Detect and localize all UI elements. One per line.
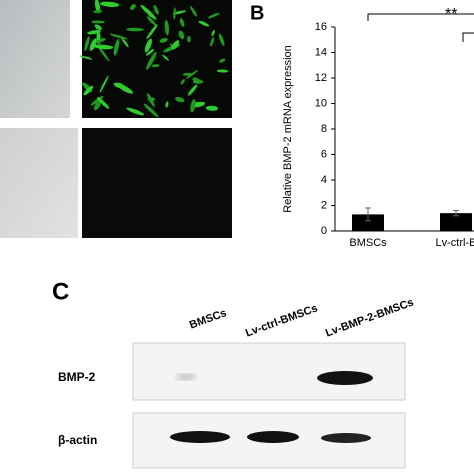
cell bbox=[143, 103, 159, 118]
fluorescence-image bbox=[82, 128, 232, 238]
significance: ** bbox=[445, 6, 457, 23]
significance-bracket bbox=[367, 13, 474, 21]
cell bbox=[93, 101, 101, 111]
row-label: β-actin bbox=[58, 433, 97, 447]
cell bbox=[146, 16, 157, 27]
cell bbox=[147, 97, 156, 102]
band bbox=[170, 431, 230, 443]
y-tick-label: 0 bbox=[321, 225, 327, 237]
error-bar bbox=[453, 210, 459, 217]
cell bbox=[83, 85, 94, 96]
cell bbox=[175, 97, 185, 103]
cell bbox=[187, 35, 191, 43]
y-tick-label: 8 bbox=[321, 123, 327, 135]
cell bbox=[164, 20, 170, 36]
band bbox=[317, 371, 373, 385]
cell bbox=[91, 20, 105, 24]
cell bbox=[190, 6, 198, 17]
cell bbox=[219, 58, 226, 63]
cell bbox=[182, 72, 193, 76]
cell bbox=[96, 39, 102, 46]
lane-label: BMSCs bbox=[188, 307, 228, 331]
y-tick-label: 16 bbox=[315, 21, 327, 33]
cell bbox=[100, 1, 120, 8]
cell bbox=[89, 38, 97, 51]
cell bbox=[187, 84, 198, 96]
cell bbox=[192, 77, 202, 83]
cell bbox=[151, 64, 160, 68]
band bbox=[321, 433, 371, 443]
cell bbox=[99, 75, 109, 93]
cell bbox=[216, 69, 229, 73]
cell bbox=[96, 96, 110, 109]
y-tick-label: 4 bbox=[321, 174, 327, 186]
cell bbox=[210, 37, 215, 47]
lane-label: Lv-BMP-2-BMSCs bbox=[324, 296, 415, 339]
bar bbox=[352, 214, 384, 231]
cell bbox=[211, 30, 215, 37]
cell bbox=[94, 0, 101, 14]
cell bbox=[208, 12, 220, 19]
cell bbox=[126, 107, 145, 116]
cell bbox=[179, 18, 185, 27]
blot-frame bbox=[132, 342, 406, 401]
cell bbox=[218, 33, 225, 46]
brightfield-image bbox=[0, 0, 70, 118]
brightfield-image bbox=[0, 128, 78, 238]
cell bbox=[146, 51, 157, 70]
y-axis-label: Relative BMP-2 mRNA expression bbox=[282, 45, 294, 213]
cell bbox=[159, 37, 168, 43]
cell bbox=[178, 30, 185, 40]
band bbox=[176, 374, 196, 380]
error-bar bbox=[365, 207, 371, 222]
cell bbox=[79, 55, 93, 60]
cell bbox=[146, 24, 158, 40]
band bbox=[247, 431, 299, 443]
cell bbox=[121, 38, 129, 48]
significance-bracket bbox=[462, 32, 474, 42]
cell bbox=[130, 4, 136, 10]
y-tick-label: 6 bbox=[321, 148, 327, 160]
cell bbox=[94, 44, 114, 50]
y-tick-label: 12 bbox=[315, 72, 327, 84]
bar bbox=[440, 213, 472, 231]
cell bbox=[144, 38, 152, 53]
cell bbox=[153, 4, 159, 15]
cell bbox=[113, 82, 125, 89]
y-tick-label: 14 bbox=[315, 46, 327, 58]
cell bbox=[145, 48, 155, 56]
lane-label: Lv-ctrl-BMSCs bbox=[244, 302, 319, 339]
row-label: BMP-2 bbox=[58, 370, 96, 384]
cell bbox=[93, 10, 103, 14]
cell bbox=[84, 36, 90, 51]
panel-label: B bbox=[250, 2, 264, 24]
cell bbox=[113, 39, 120, 56]
cell bbox=[198, 20, 210, 27]
cell bbox=[171, 40, 180, 50]
y-tick-label: 10 bbox=[315, 97, 327, 109]
cell bbox=[172, 10, 187, 15]
gfp-cells bbox=[79, 0, 229, 118]
cell bbox=[140, 4, 157, 20]
cell bbox=[162, 54, 169, 61]
x-tick-label: BMSCs bbox=[349, 237, 387, 249]
cell bbox=[126, 27, 144, 32]
cell bbox=[165, 101, 169, 108]
cell bbox=[173, 7, 176, 20]
cell bbox=[87, 30, 101, 35]
cell bbox=[190, 99, 196, 113]
y-tick-label: 2 bbox=[321, 199, 327, 211]
x-tick-label: Lv-ctrl-B bbox=[436, 237, 474, 249]
cell bbox=[180, 79, 185, 85]
cell bbox=[98, 37, 106, 43]
cell bbox=[109, 33, 128, 40]
panel-label: C bbox=[52, 278, 69, 305]
cell bbox=[94, 24, 102, 30]
cell bbox=[205, 105, 218, 111]
